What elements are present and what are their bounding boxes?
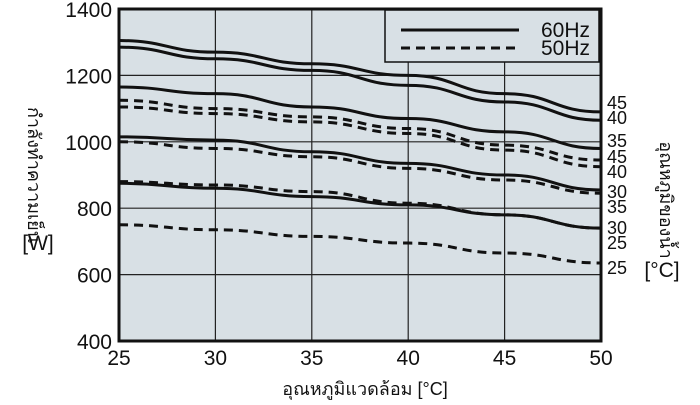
series-end-label: 40: [607, 162, 627, 182]
x-tick-label: 25: [107, 347, 130, 370]
plot-frame: [117, 7, 603, 343]
x-axis-ticks: 25 30 35 40 45 50: [107, 347, 612, 370]
y-axis-label-group: กำลังทำความเย็น: [24, 107, 46, 243]
series-line: [118, 223, 602, 265]
y-tick-label: 1200: [65, 65, 112, 88]
x-tick-label: 45: [493, 347, 516, 370]
series-end-label: 40: [607, 108, 627, 128]
series-end-label: 30: [607, 182, 627, 202]
series-end-label: 30: [607, 218, 627, 238]
right-label-group: อุณหภูมิของน้ำ: [655, 141, 679, 258]
y-tick-label: 600: [77, 265, 112, 288]
series-line: [118, 85, 602, 150]
x-tick-label: 40: [397, 347, 420, 370]
y-tick-label: 1400: [65, 0, 112, 22]
series-lines: [118, 39, 602, 265]
y-axis-label: กำลังทำความเย็น: [24, 107, 46, 243]
series-line: [118, 140, 602, 195]
series-end-label: 45: [607, 147, 627, 167]
series-line: [118, 39, 602, 114]
x-tick-label: 35: [300, 347, 323, 370]
y-tick-label: 800: [77, 198, 112, 221]
y-axis-ticks: 400 600 800 1000 1200 1400: [65, 0, 112, 354]
series-end-label: 25: [607, 258, 627, 278]
legend-box: [384, 9, 600, 63]
y-tick-label: 1000: [65, 132, 112, 155]
right-axis-label: อุณหภูมิของน้ำ: [655, 141, 679, 258]
series-line: [118, 181, 602, 230]
right-axis-unit: [°C]: [644, 259, 679, 282]
legend-label-50hz: 50Hz: [541, 37, 590, 60]
series-line: [118, 135, 602, 192]
series-line: [118, 45, 602, 122]
y-axis-unit: [W]: [22, 232, 54, 255]
x-tick-label: 50: [589, 347, 612, 370]
x-tick-label: 30: [204, 347, 227, 370]
series-end-label: 45: [607, 93, 627, 113]
legend-label-60hz: 60Hz: [541, 19, 590, 42]
series-end-label: 25: [607, 233, 627, 253]
y-tick-label: 400: [77, 331, 112, 354]
series-end-label: 35: [607, 197, 627, 217]
series-line: [118, 180, 602, 230]
series-end-label: 35: [607, 131, 627, 151]
legend: 60Hz 50Hz: [384, 9, 600, 63]
x-axis-label: อุณหภูมิแวดล้อม [°C]: [282, 379, 447, 400]
series-line: [118, 105, 602, 169]
series-line: [118, 98, 602, 162]
